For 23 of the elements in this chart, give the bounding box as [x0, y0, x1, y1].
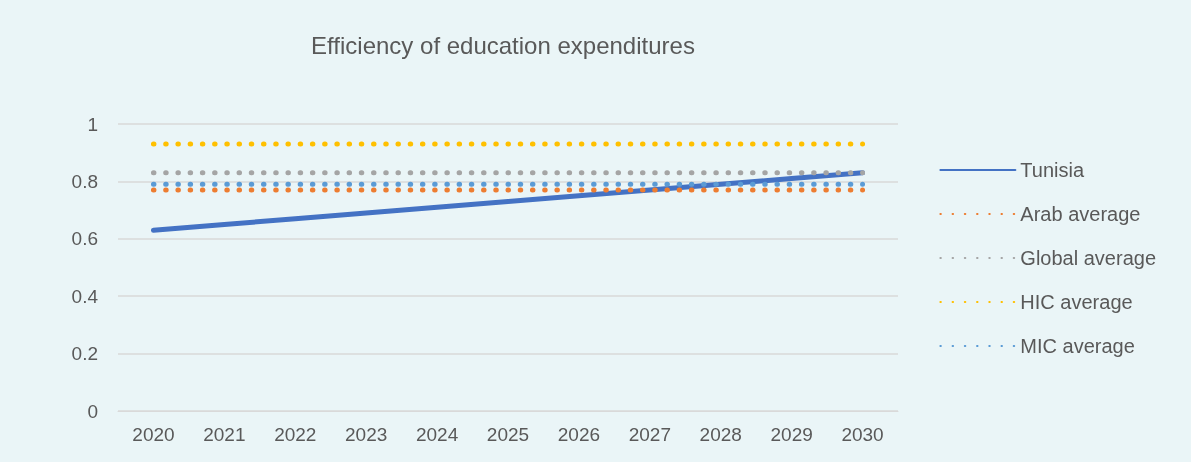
x-tick-label: 2022: [274, 424, 317, 445]
x-tick-label: 2027: [628, 424, 671, 445]
y-tick-label: 0.6: [71, 228, 98, 250]
legend-label: Tunisia: [1020, 159, 1085, 181]
x-tick-label: 2020: [132, 424, 175, 445]
x-tick-label: 2029: [770, 424, 813, 445]
legend-label: Global average: [1020, 247, 1157, 269]
legend-label: Arab average: [1020, 203, 1141, 225]
x-tick-label: 2024: [415, 424, 459, 445]
y-tick-label: 0: [87, 400, 98, 422]
x-tick-label: 2028: [699, 424, 742, 445]
chart-title: Efficiency of education expenditures: [311, 31, 695, 59]
y-tick-label: 1: [87, 113, 98, 135]
y-tick-label: 0.8: [71, 170, 98, 192]
x-tick-label: 2025: [486, 424, 530, 445]
x-tick-label: 2030: [841, 424, 884, 445]
legend-label: MIC average: [1020, 335, 1135, 357]
x-tick-label: 2023: [345, 424, 388, 445]
x-tick-label: 2021: [203, 424, 246, 445]
y-tick-label: 0.4: [71, 285, 99, 307]
y-tick-label: 0.2: [71, 343, 98, 365]
legend-label: HIC average: [1020, 291, 1133, 313]
x-tick-label: 2026: [557, 424, 601, 445]
